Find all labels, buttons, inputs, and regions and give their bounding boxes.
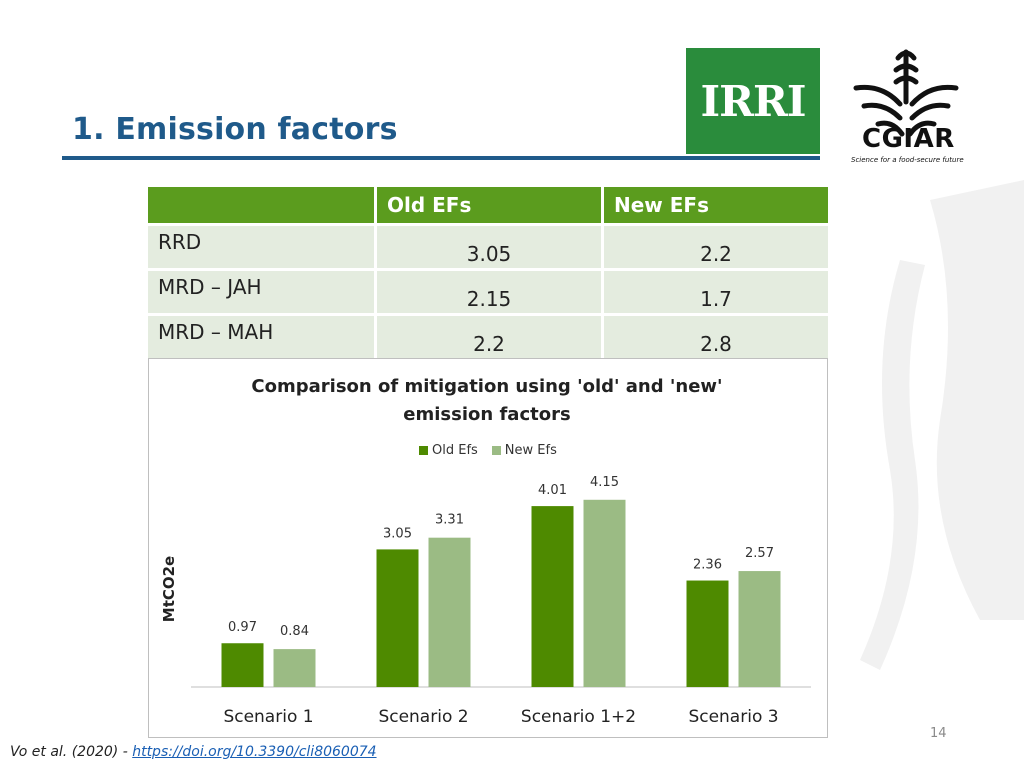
table-header-new: New EFs xyxy=(604,187,828,223)
row-label: MRD – JAH xyxy=(148,271,374,313)
new-ef-value: 1.7 xyxy=(604,271,828,313)
legend-item-new: New Efs xyxy=(491,443,557,458)
citation: Vo et al. (2020) - https://doi.org/10.33… xyxy=(10,744,377,760)
chart-legend: Old Efs New Efs xyxy=(419,443,557,458)
x-tick-label-4: Scenario 3 xyxy=(688,707,778,727)
table-header-old: Old EFs xyxy=(377,187,601,223)
mitigation-chart: Comparison of mitigation using 'old' and… xyxy=(148,358,828,738)
table-row: MRD – MAH 2.2 2.8 xyxy=(148,316,828,358)
slide-title: 1. Emission factors xyxy=(72,112,398,147)
title-underline xyxy=(62,156,820,160)
cgiar-tagline: Science for a food-secure future xyxy=(851,156,964,164)
data-label-old-1: 0.97 xyxy=(228,620,257,635)
bar-old-1 xyxy=(221,643,264,687)
chart-plot-area: 0.97 0.84 Scenario 1 3.05 3.31 Scenario 2 4.01… xyxy=(191,475,811,727)
bar-old-4 xyxy=(686,580,729,687)
x-tick-label-2: Scenario 2 xyxy=(378,707,468,727)
data-label-old-2: 3.05 xyxy=(383,526,412,541)
bar-new-2 xyxy=(428,537,471,687)
row-label: RRD xyxy=(148,226,374,268)
data-label-new-2: 3.31 xyxy=(435,513,464,528)
new-ef-value: 2.2 xyxy=(604,226,828,268)
row-label: MRD – MAH xyxy=(148,316,374,358)
legend-swatch-old xyxy=(419,446,428,455)
bar-old-3 xyxy=(531,506,574,687)
irri-logo: IRRI xyxy=(686,48,820,154)
bar-new-3 xyxy=(583,499,626,687)
bar-old-2 xyxy=(376,549,419,687)
table-header-row: Old EFs New EFs xyxy=(148,187,828,223)
new-ef-value: 2.8 xyxy=(604,316,828,358)
data-label-new-1: 0.84 xyxy=(280,624,309,639)
x-tick-label-3: Scenario 1+2 xyxy=(521,707,636,727)
cgiar-logo-text: CGIAR xyxy=(862,124,955,154)
data-label-new-4: 2.57 xyxy=(745,546,774,561)
legend-swatch-new xyxy=(491,446,501,455)
data-label-old-4: 2.36 xyxy=(693,558,722,573)
cgiar-logo-icon xyxy=(853,49,959,137)
data-label-new-3: 4.15 xyxy=(590,475,619,490)
citation-link[interactable]: https://doi.org/10.3390/cli8060074 xyxy=(132,744,377,760)
data-label-old-3: 4.01 xyxy=(538,483,567,498)
table-row: RRD 3.05 2.2 xyxy=(148,226,828,268)
table-header-blank xyxy=(148,187,374,223)
bar-new-1 xyxy=(273,649,316,687)
emission-factors-table: Old EFs New EFs RRD 3.05 2.2 MRD – JAH 2… xyxy=(145,184,831,361)
legend-label-new: New Efs xyxy=(504,443,557,458)
table-row: MRD – JAH 2.15 1.7 xyxy=(148,271,828,313)
x-tick-label-1: Scenario 1 xyxy=(223,707,313,727)
bar-new-4 xyxy=(738,571,781,687)
legend-label-old: Old Efs xyxy=(432,443,478,458)
citation-text: Vo et al. (2020) - xyxy=(10,744,133,760)
legend-item-old: Old Efs xyxy=(419,443,478,458)
old-ef-value: 2.15 xyxy=(377,271,601,313)
chart-title: Comparison of mitigation using 'old' and… xyxy=(251,376,723,425)
irri-logo-text: IRRI xyxy=(700,76,806,126)
page-number: 14 xyxy=(930,726,947,741)
old-ef-value: 3.05 xyxy=(377,226,601,268)
old-ef-value: 2.2 xyxy=(377,316,601,358)
